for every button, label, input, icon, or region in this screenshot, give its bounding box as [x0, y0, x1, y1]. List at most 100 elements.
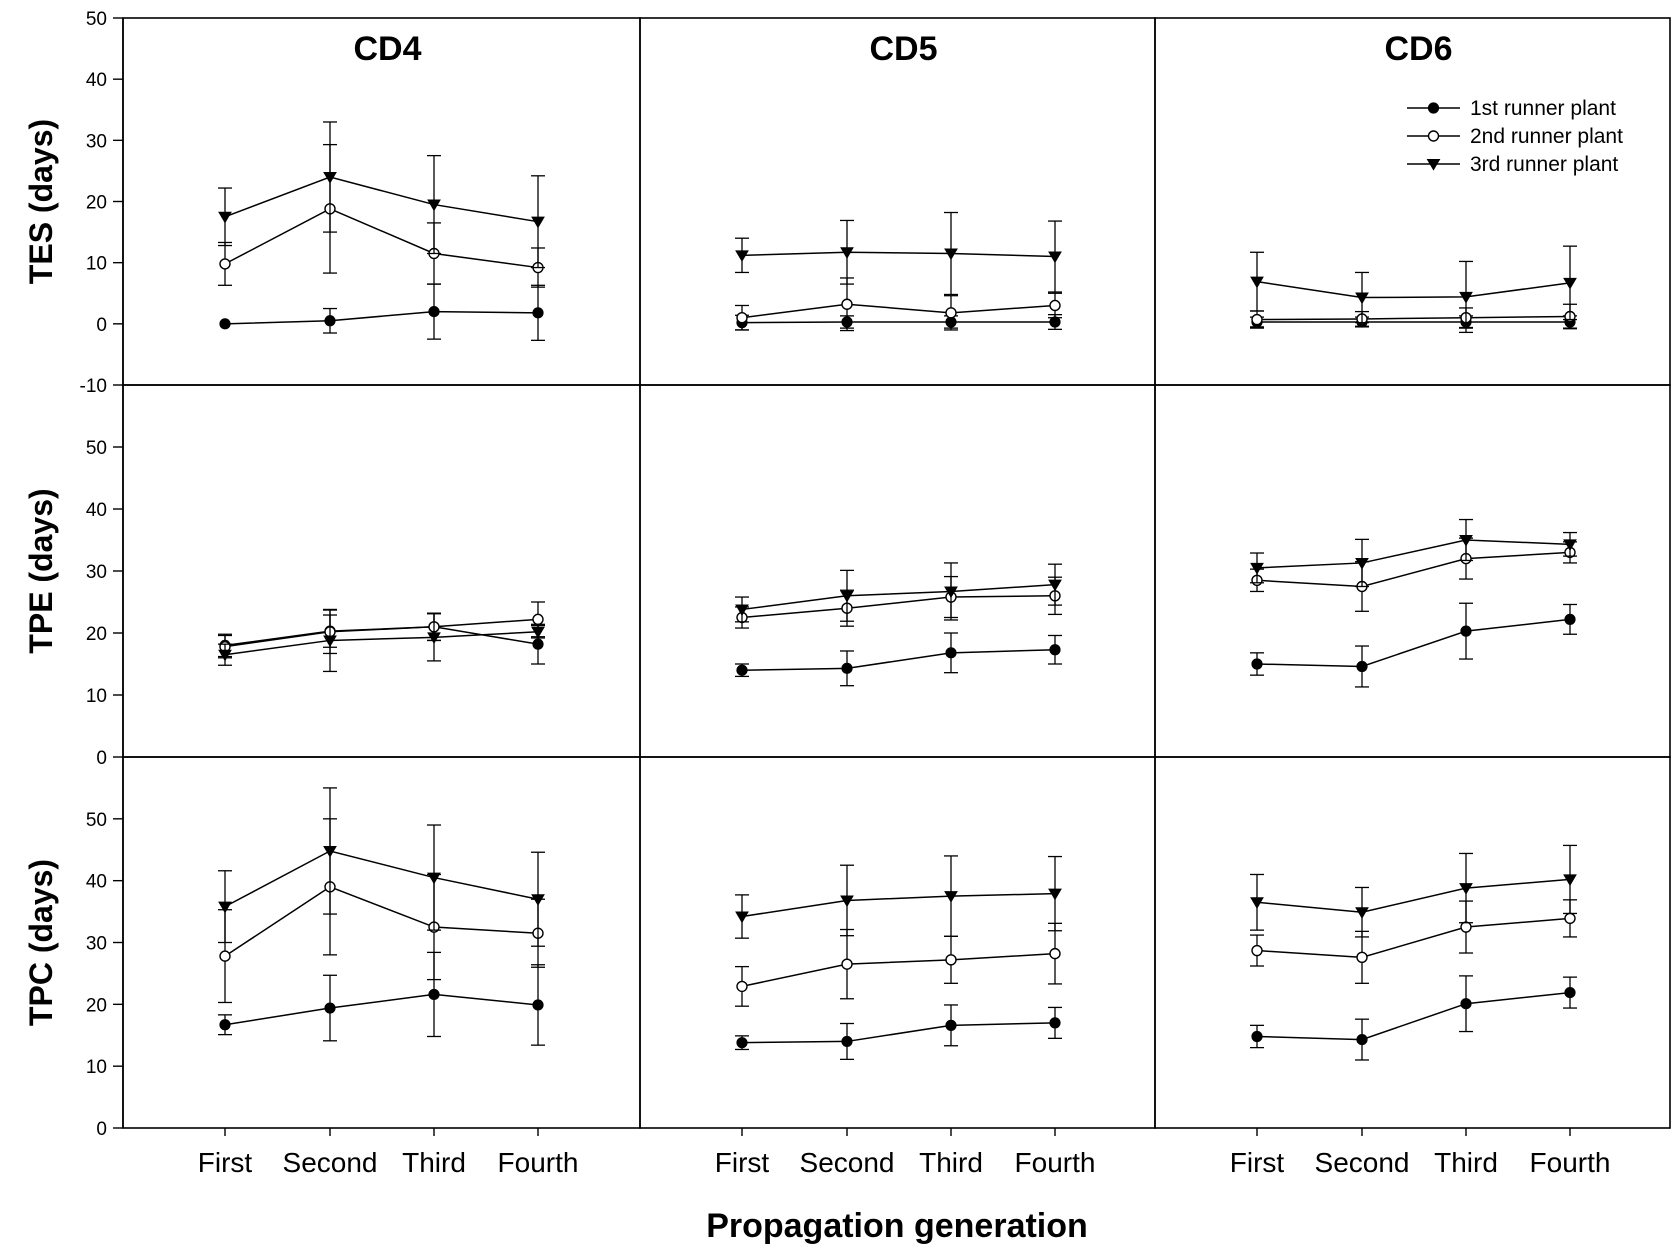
- data-point-series-3: [1048, 579, 1062, 592]
- y-tick-label-row1: 40: [86, 500, 107, 521]
- data-point-series-1: [1356, 1033, 1368, 1046]
- data-point-series-2: [736, 312, 748, 324]
- panel-frame-r1-c0: [122, 384, 641, 758]
- series-line-3: [224, 176, 539, 223]
- panel-titles: CD4 CD5 CD6: [353, 30, 1452, 68]
- legend-entry-2: 2nd runner plant: [1407, 125, 1623, 148]
- series-line-1: [1256, 991, 1571, 1041]
- y-tick-label-row0: 0: [96, 315, 107, 336]
- series-line-2: [224, 208, 539, 269]
- panel-frame-r0-c2: [1154, 17, 1671, 386]
- y-tick-label-row0: 30: [86, 131, 107, 152]
- y-tick-label-row0: -10: [80, 376, 107, 397]
- x-tick-label-fourth: Fourth: [1530, 1147, 1611, 1178]
- data-point-series-3: [735, 604, 749, 617]
- panel-cd6-row0: [1250, 245, 1577, 334]
- x-tick-label-first: First: [715, 1147, 770, 1178]
- data-point-series-1: [532, 307, 544, 319]
- data-point-series-2: [1049, 947, 1061, 960]
- panel-cd5-row2: [735, 855, 1062, 1061]
- series-line-2: [741, 952, 1056, 988]
- legend: 1st runner plant 2nd runner plant 3rd runn…: [1407, 97, 1623, 176]
- data-point-series-3: [840, 895, 854, 908]
- y-tick-label-row2: 40: [86, 872, 107, 893]
- x-tick-label-first: First: [1230, 1147, 1285, 1178]
- data-point-series-1: [219, 318, 231, 330]
- series-line-2: [1256, 551, 1571, 588]
- y-tick-label-row1: 20: [86, 624, 107, 645]
- legend-label: 2nd runner plant: [1470, 125, 1623, 148]
- data-point-series-2: [945, 954, 957, 966]
- data-point-series-3: [840, 590, 854, 603]
- series-line-3: [741, 892, 1056, 918]
- legend-entry-1: 1st runner plant: [1407, 97, 1616, 120]
- data-point-series-3: [531, 626, 545, 639]
- data-point-series-2: [841, 958, 853, 970]
- y-tick-label-row2: 30: [86, 934, 107, 955]
- data-point-series-3: [1563, 539, 1577, 552]
- data-point-series-2: [1460, 921, 1472, 933]
- data-point-series-3: [1459, 535, 1473, 547]
- data-point-series-3: [1250, 562, 1264, 575]
- category-labels: First Second Third Fourth First Second Third Fo…: [198, 1147, 1611, 1178]
- legend-marker: [1427, 130, 1440, 142]
- data-point-series-1: [324, 1002, 336, 1014]
- data-point-series-1: [841, 1035, 853, 1048]
- data-point-series-1: [736, 664, 748, 676]
- legend-marker: [1426, 159, 1441, 171]
- data-point-series-1: [1564, 986, 1576, 999]
- data-point-series-2: [1251, 313, 1263, 326]
- series-line-1: [741, 1022, 1056, 1044]
- x-tick-label-second: Second: [283, 1147, 378, 1178]
- y-axes: -10 0 10 20 30 40 50 TES (days) 0 10 20 30 40 50 TPE (…: [23, 9, 1571, 1140]
- panel-frame-r2-c0: [122, 756, 641, 1129]
- panel-cd4-row1: [218, 601, 545, 673]
- panel-cd4-row0: [218, 121, 545, 341]
- legend-entry-3: 3rd runner plant: [1407, 153, 1618, 176]
- series-line-3: [741, 251, 1056, 258]
- data-point-series-1: [428, 306, 440, 318]
- x-tick-label-fourth: Fourth: [1015, 1147, 1096, 1178]
- panel-cd5-row1: [735, 562, 1062, 687]
- data-point-series-3: [218, 649, 232, 662]
- data-point-series-1: [1251, 658, 1263, 670]
- data-point-series-3: [1563, 277, 1577, 290]
- panel-frame-r2-c2: [1154, 756, 1671, 1129]
- y-tick-label-row0: 50: [86, 9, 107, 30]
- data-point-series-1: [324, 315, 336, 327]
- x-tick-label-third: Third: [402, 1147, 466, 1178]
- y-tick-label-row0: 20: [86, 193, 107, 214]
- legend-label: 3rd runner plant: [1470, 153, 1618, 176]
- data-point-series-3: [531, 216, 545, 229]
- panel-title-cd6: CD6: [1384, 30, 1452, 68]
- panel-cd6-row2: [1250, 844, 1577, 1061]
- data-point-series-3: [218, 901, 232, 914]
- data-point-series-2: [945, 307, 957, 319]
- data-point-series-1: [1564, 613, 1576, 625]
- x-tick-label-fourth: Fourth: [498, 1147, 579, 1178]
- data-point-series-3: [427, 632, 441, 645]
- x-tick-label-first: First: [198, 1147, 253, 1178]
- data-point-series-2: [219, 950, 231, 962]
- y-tick-label-row2: 20: [86, 995, 107, 1016]
- panel-cd6-row1: [1250, 518, 1577, 688]
- data-point-series-2: [219, 258, 231, 270]
- series-line-3: [1256, 539, 1571, 569]
- data-point-series-1: [219, 1019, 231, 1031]
- data-plots: [218, 121, 1577, 1061]
- data-point-series-3: [1048, 888, 1062, 901]
- data-point-series-1: [1251, 1030, 1263, 1043]
- series-line-2: [741, 595, 1056, 619]
- data-point-series-3: [218, 211, 232, 224]
- y-tick-label-row0: 40: [86, 70, 107, 91]
- data-point-series-2: [1049, 299, 1061, 312]
- series-line-1: [741, 321, 1055, 324]
- x-axis-label: Propagation generation: [706, 1207, 1088, 1245]
- y-tick-label-row0: 10: [86, 254, 107, 275]
- y-tick-label-row2: 0: [96, 1119, 107, 1140]
- data-point-series-3: [531, 894, 545, 906]
- data-point-series-1: [736, 1037, 748, 1049]
- data-point-series-1: [1460, 998, 1472, 1010]
- y-axis-label-row0: TES (days): [23, 119, 59, 284]
- panel-frame-r0-c0: [122, 17, 641, 386]
